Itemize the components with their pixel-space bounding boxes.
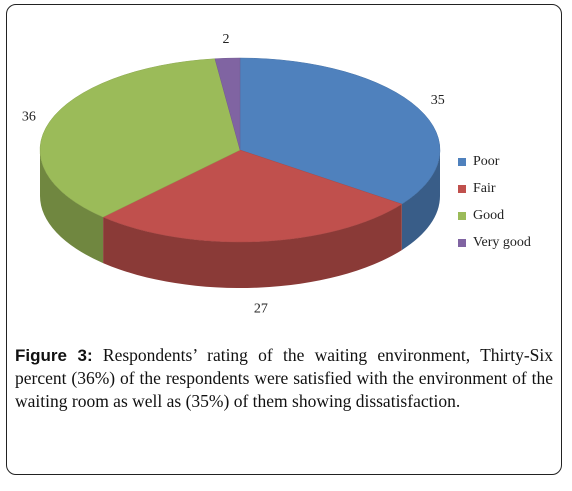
legend-item-good: Good — [458, 202, 531, 229]
legend-label: Poor — [473, 153, 500, 169]
chart-legend: Poor Fair Good Very good — [458, 148, 531, 256]
data-label-poor: 35 — [431, 93, 445, 108]
legend-swatch — [458, 238, 466, 247]
pie-slice-fair — [102, 149, 403, 243]
caption-text: Respondents’ rating of the waiting envir… — [15, 345, 553, 411]
pie-side-fair — [103, 204, 402, 289]
legend-item-very-good: Very good — [458, 229, 531, 256]
pie-slice-good — [39, 58, 241, 218]
data-label-very-good: 2 — [223, 32, 230, 47]
legend-item-fair: Fair — [458, 175, 531, 202]
legend-swatch — [458, 184, 466, 193]
legend-item-poor: Poor — [458, 148, 531, 175]
pie-slice-poor — [239, 57, 441, 205]
pie-side-poor — [401, 150, 440, 251]
pie-slice-very-good — [214, 57, 241, 151]
pie-side-walls — [40, 150, 440, 289]
caption-label: Figure 3: — [15, 346, 93, 365]
legend-label: Good — [473, 207, 505, 223]
legend-swatch — [458, 211, 466, 220]
legend-swatch — [458, 157, 466, 166]
pie-side-good — [40, 150, 104, 264]
pie-chart: 35 27 36 2 — [22, 32, 445, 317]
data-label-good: 36 — [22, 109, 36, 124]
pie-top-faces — [39, 57, 441, 243]
data-label-fair: 27 — [254, 302, 268, 317]
figure-caption: Figure 3: Respondents’ rating of the wai… — [15, 344, 553, 413]
legend-label: Fair — [473, 180, 496, 196]
legend-label: Very good — [473, 234, 531, 250]
